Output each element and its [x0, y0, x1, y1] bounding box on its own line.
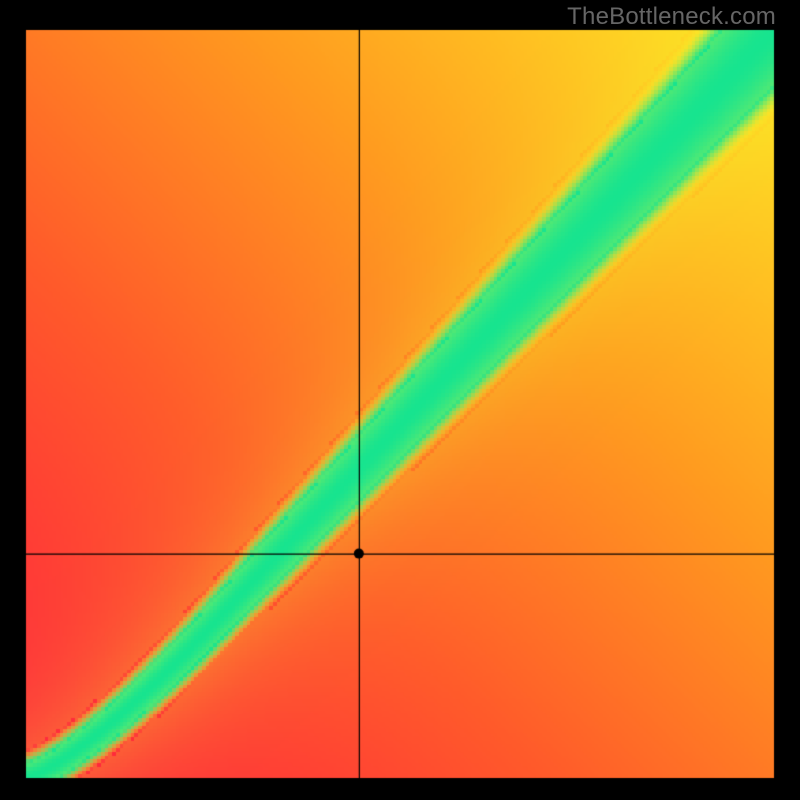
watermark-text: TheBottleneck.com [567, 3, 776, 31]
chart-container: TheBottleneck.com [0, 0, 800, 800]
bottleneck-heatmap [0, 0, 800, 800]
